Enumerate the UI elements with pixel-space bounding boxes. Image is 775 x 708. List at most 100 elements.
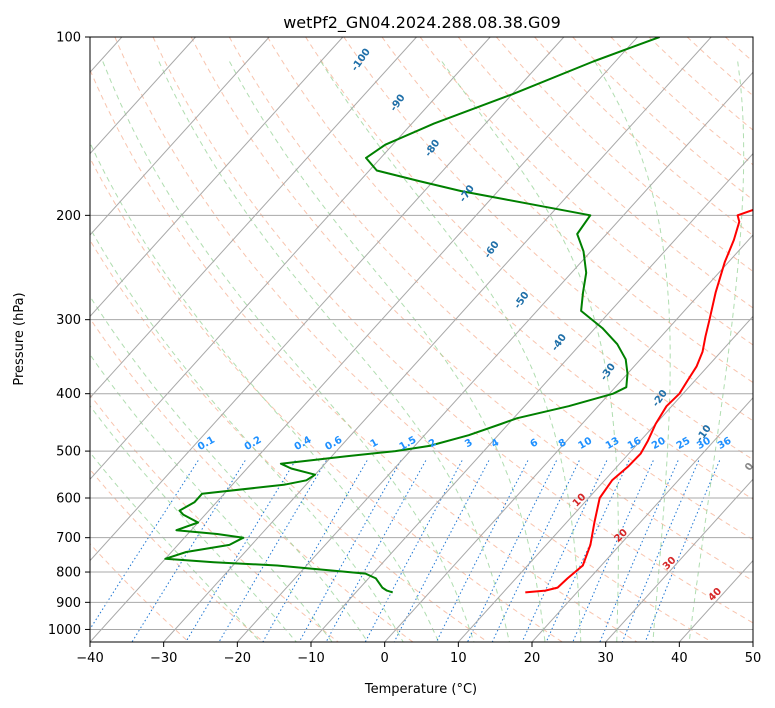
moist-adiabat	[90, 451, 261, 642]
mixing-ratio-line	[393, 460, 490, 642]
mixing-ratio-label: 13	[604, 435, 622, 452]
mixing-ratio-line	[644, 460, 721, 642]
y-tick-label: 600	[56, 492, 81, 507]
moist-adiabat	[90, 353, 333, 642]
dry-adiabat	[90, 157, 563, 642]
dry-adiabat	[90, 68, 638, 642]
y-tick-label: 1000	[48, 623, 81, 638]
mixing-ratio-label: 2	[427, 437, 439, 450]
dry-adiabat	[228, 37, 753, 541]
isotherm	[90, 37, 270, 236]
dry-adiabat	[496, 37, 753, 273]
mixing-ratio-label: 20	[650, 435, 668, 452]
moist-adiabat	[158, 61, 510, 642]
mixing-ratio-line	[491, 460, 580, 642]
moist-adiabat	[594, 61, 671, 642]
moist-adiabat-label: 0	[743, 461, 756, 473]
x-tick-label: 40	[671, 651, 688, 666]
dewpoint-profile	[164, 37, 660, 594]
mixing-ratio-label: 36	[716, 435, 734, 452]
mixing-ratio-label: 0.4	[293, 435, 314, 453]
moist-adiabat-label: -90	[388, 92, 407, 113]
moist-adiabat-label: -60	[482, 239, 501, 260]
isotherm	[310, 152, 753, 642]
isotherm	[163, 37, 712, 642]
dry-adiabat	[343, 37, 753, 422]
x-tick-label: −40	[76, 651, 103, 666]
mixing-ratio-line	[467, 460, 557, 642]
dry-adiabat-label: 20	[612, 527, 630, 545]
mixing-ratio-line	[572, 460, 654, 642]
moist-adiabat	[688, 61, 745, 642]
dry-adiabat	[457, 37, 753, 309]
dry-adiabat-label: 30	[661, 555, 679, 573]
dry-adiabat	[381, 37, 753, 384]
x-tick-label: 50	[745, 651, 762, 666]
x-axis-label: Temperature (°C)	[364, 682, 477, 697]
dry-adiabat-label: 40	[707, 586, 725, 604]
dry-adiabat	[114, 37, 712, 642]
x-tick-label: 20	[524, 651, 541, 666]
isotherm	[236, 71, 753, 642]
mixing-ratio-label: 16	[626, 435, 644, 452]
mixing-ratio-label: 0.1	[196, 435, 217, 453]
y-axis-label: Pressure (hPa)	[12, 292, 27, 385]
temperature-profile	[525, 208, 753, 594]
isotherm	[90, 37, 417, 399]
moist-adiabat-label: -30	[599, 362, 618, 383]
mixing-ratio-line	[90, 460, 199, 630]
y-tick-label: 900	[56, 596, 81, 611]
x-tick-label: 0	[381, 651, 389, 666]
x-tick-label: 30	[597, 651, 614, 666]
y-tick-label: 200	[56, 209, 81, 224]
moist-adiabat-label: -10	[694, 423, 713, 444]
x-tick-label: −10	[297, 651, 324, 666]
dry-adiabat	[610, 37, 753, 166]
dry-adiabat	[267, 37, 753, 500]
isotherm	[678, 559, 753, 642]
dry-adiabat	[419, 37, 753, 346]
isotherm	[531, 397, 753, 642]
y-tick-label: 500	[56, 445, 81, 460]
dry-adiabat	[90, 468, 264, 642]
moist-adiabat	[90, 295, 369, 642]
isotherm	[90, 37, 638, 642]
mixing-ratio-line	[185, 460, 296, 642]
isotherm	[457, 315, 753, 642]
moist-adiabat	[102, 61, 475, 642]
mixing-ratio-line	[621, 460, 700, 642]
isotherm	[752, 641, 753, 642]
moist-adiabat	[90, 404, 297, 642]
mixing-ratio-label: 0.2	[243, 435, 264, 453]
y-tick-label: 100	[56, 31, 81, 46]
mixing-ratio-label: 1	[369, 437, 381, 450]
mixing-ratio-line	[298, 460, 402, 642]
mixing-ratio-label: 4	[490, 437, 502, 450]
moist-adiabat	[320, 61, 582, 642]
y-tick-label: 800	[56, 566, 81, 581]
y-tick-label: 700	[56, 531, 81, 546]
mixing-ratio-label: 0.6	[323, 435, 344, 453]
x-tick-label: 10	[450, 651, 467, 666]
moist-adiabat-label: -40	[550, 332, 569, 353]
dry-adiabat	[152, 37, 753, 624]
isotherm	[90, 37, 344, 318]
moist-adiabat-label: -100	[350, 47, 373, 74]
dry-adiabat	[90, 393, 339, 642]
x-tick-label: −20	[224, 651, 251, 666]
mixing-ratio-label: 10	[577, 435, 595, 452]
mixing-ratio-line	[325, 460, 427, 642]
isotherm	[384, 234, 753, 642]
mixing-ratio-line	[545, 460, 630, 642]
moist-adiabat	[90, 227, 404, 642]
moist-adiabat-label: -80	[423, 138, 442, 159]
dry-adiabat	[686, 37, 753, 97]
moist-adiabat	[441, 61, 619, 642]
dry-adiabat	[90, 543, 190, 642]
dry-adiabat	[90, 317, 414, 642]
isotherm	[90, 37, 491, 480]
isotherm	[605, 478, 753, 642]
isotherm	[90, 37, 196, 155]
y-tick-label: 300	[56, 313, 81, 328]
